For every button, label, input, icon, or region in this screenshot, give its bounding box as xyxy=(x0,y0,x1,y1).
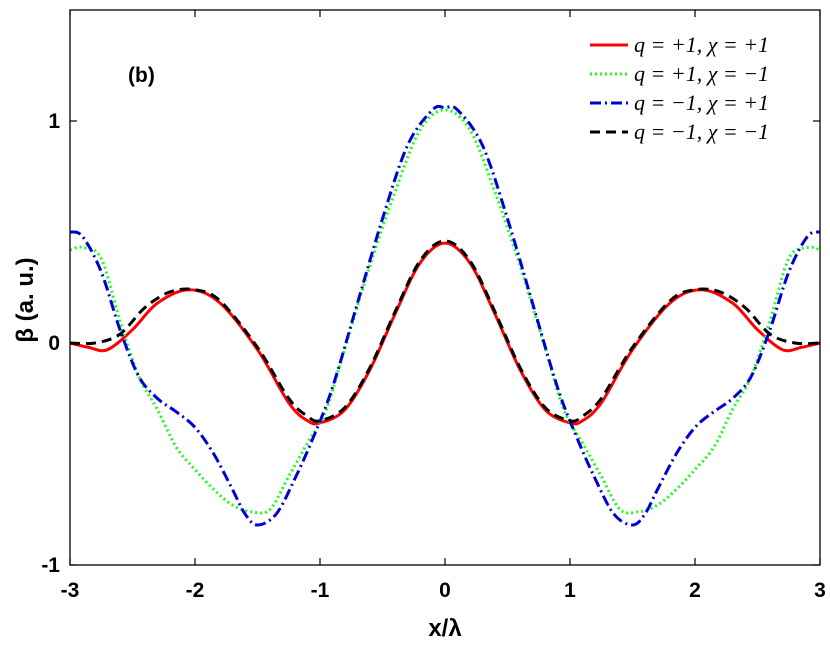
legend: q = +1, χ = +1 q = +1, χ = −1 q = −1, χ = … xyxy=(582,26,810,150)
y-tick-label: 1 xyxy=(48,110,60,133)
legend-box xyxy=(582,26,810,150)
series-line-3 xyxy=(69,104,821,527)
x-tick-label: -2 xyxy=(186,579,205,602)
x-tick-label: -3 xyxy=(61,579,80,602)
x-tick-label: 2 xyxy=(689,579,701,602)
y-axis-label: β (a. u.) xyxy=(12,257,39,342)
panel-label: (b) xyxy=(128,64,155,87)
x-tick-label: 1 xyxy=(564,579,576,602)
y-tick-label: -1 xyxy=(41,554,60,577)
legend-label-2: q = +1, χ = −1 xyxy=(634,61,769,86)
legend-label-4: q = −1, χ = −1 xyxy=(634,119,769,144)
series-line-2 xyxy=(69,108,821,515)
x-tick-label: 3 xyxy=(814,579,826,602)
x-axis-label: x/λ xyxy=(428,615,461,642)
y-tick-label: 0 xyxy=(48,332,60,355)
tick-layer: -3 -2 -1 0 1 2 3 -1 0 1 xyxy=(41,10,826,602)
series-layer xyxy=(69,104,821,527)
legend-label-1: q = +1, χ = +1 xyxy=(634,32,769,57)
legend-label-3: q = −1, χ = +1 xyxy=(634,90,769,115)
x-tick-label: -1 xyxy=(311,579,330,602)
x-tick-label: 0 xyxy=(439,579,451,602)
